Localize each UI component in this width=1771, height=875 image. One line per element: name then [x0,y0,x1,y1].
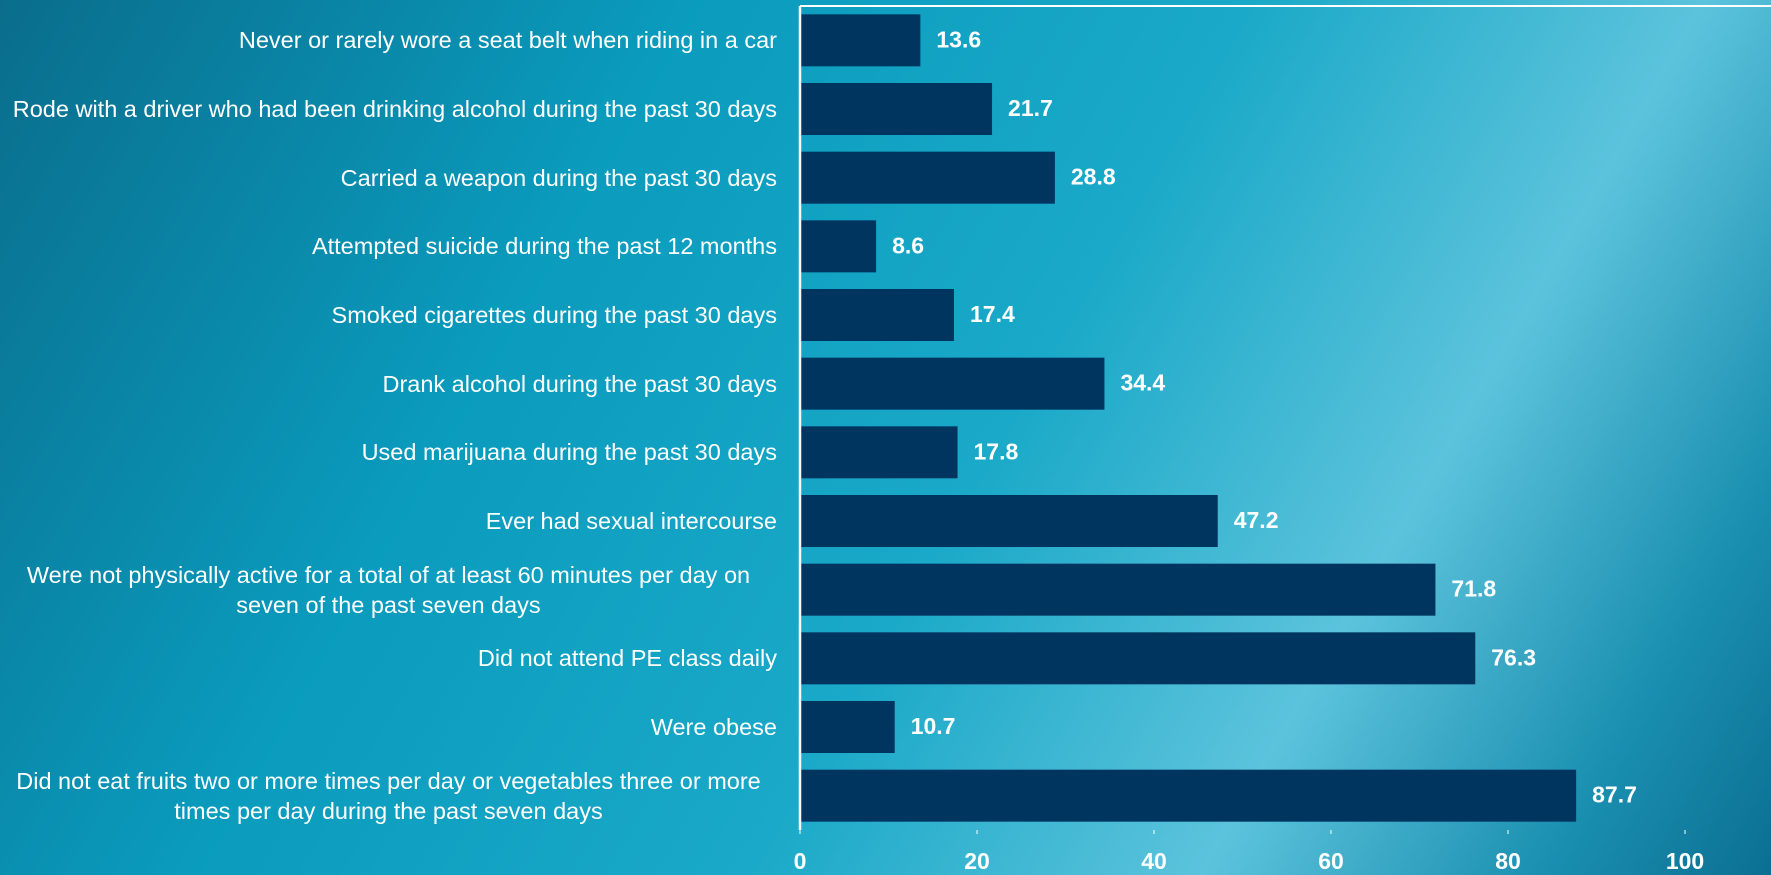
x-tick-label: 100 [1666,848,1704,874]
bar [800,83,993,135]
value-label: 13.6 [936,26,981,52]
category-text: Smoked cigarettes during the past 30 day… [331,302,777,328]
value-label: 71.8 [1451,576,1496,602]
category-label: Did not eat fruits two or more times per… [0,761,777,831]
bar [800,426,958,479]
category-label: Rode with a driver who had been drinking… [0,74,777,144]
x-tick-label: 20 [964,848,990,874]
bar [800,632,1476,685]
value-label: 76.3 [1491,644,1536,670]
category-label: Used marijuana during the past 30 days [0,417,777,487]
x-tick-label: 0 [794,848,807,874]
bar [800,220,877,273]
bar [800,357,1105,410]
value-label: 8.6 [892,232,924,258]
category-text: Did not attend PE class daily [477,645,777,672]
value-label: 17.8 [974,438,1019,464]
value-label: 28.8 [1071,164,1116,190]
category-text: Attempted suicide during the past 12 mon… [311,233,777,260]
category-label: Carried a weapon during the past 30 days [0,143,777,213]
category-text: Rode with a driver who had been drinking… [12,96,777,122]
value-label: 21.7 [1008,95,1053,121]
category-text: Ever had sexual intercourse [485,508,777,534]
category-text: Were obese [650,714,777,740]
x-tick-label: 40 [1141,848,1167,874]
bar [800,14,921,67]
bar [800,769,1577,822]
bar [800,289,954,341]
value-label: 17.4 [970,301,1015,327]
category-text: Did not eat fruits two or more times per… [16,767,761,824]
category-label: Never or rarely wore a seat belt when ri… [0,5,777,75]
category-text: Used marijuana during the past 30 days [361,439,777,466]
category-text: Carried a weapon during the past 30 days [340,164,777,191]
value-label: 10.7 [911,713,956,739]
x-tick-label: 80 [1495,848,1521,874]
category-label: Drank alcohol during the past 30 days [0,349,777,419]
category-label: Ever had sexual intercourse [0,486,777,556]
value-label: 87.7 [1592,782,1637,808]
value-label: 47.2 [1234,507,1279,533]
category-label: Did not attend PE class daily [0,623,777,693]
bar [800,151,1055,204]
x-tick-label: 60 [1318,848,1344,874]
category-text: Drank alcohol during the past 30 days [382,370,777,397]
bar [800,563,1436,616]
bar [800,495,1218,547]
category-text: Never or rarely wore a seat belt when ri… [238,27,777,54]
bar [800,701,895,753]
category-label: Smoked cigarettes during the past 30 day… [0,280,777,350]
category-text: Were not physically active for a total o… [26,561,751,618]
category-label: Were not physically active for a total o… [0,555,777,625]
category-label: Were obese [0,692,777,762]
value-label: 34.4 [1120,370,1165,396]
category-label: Attempted suicide during the past 12 mon… [0,211,777,281]
